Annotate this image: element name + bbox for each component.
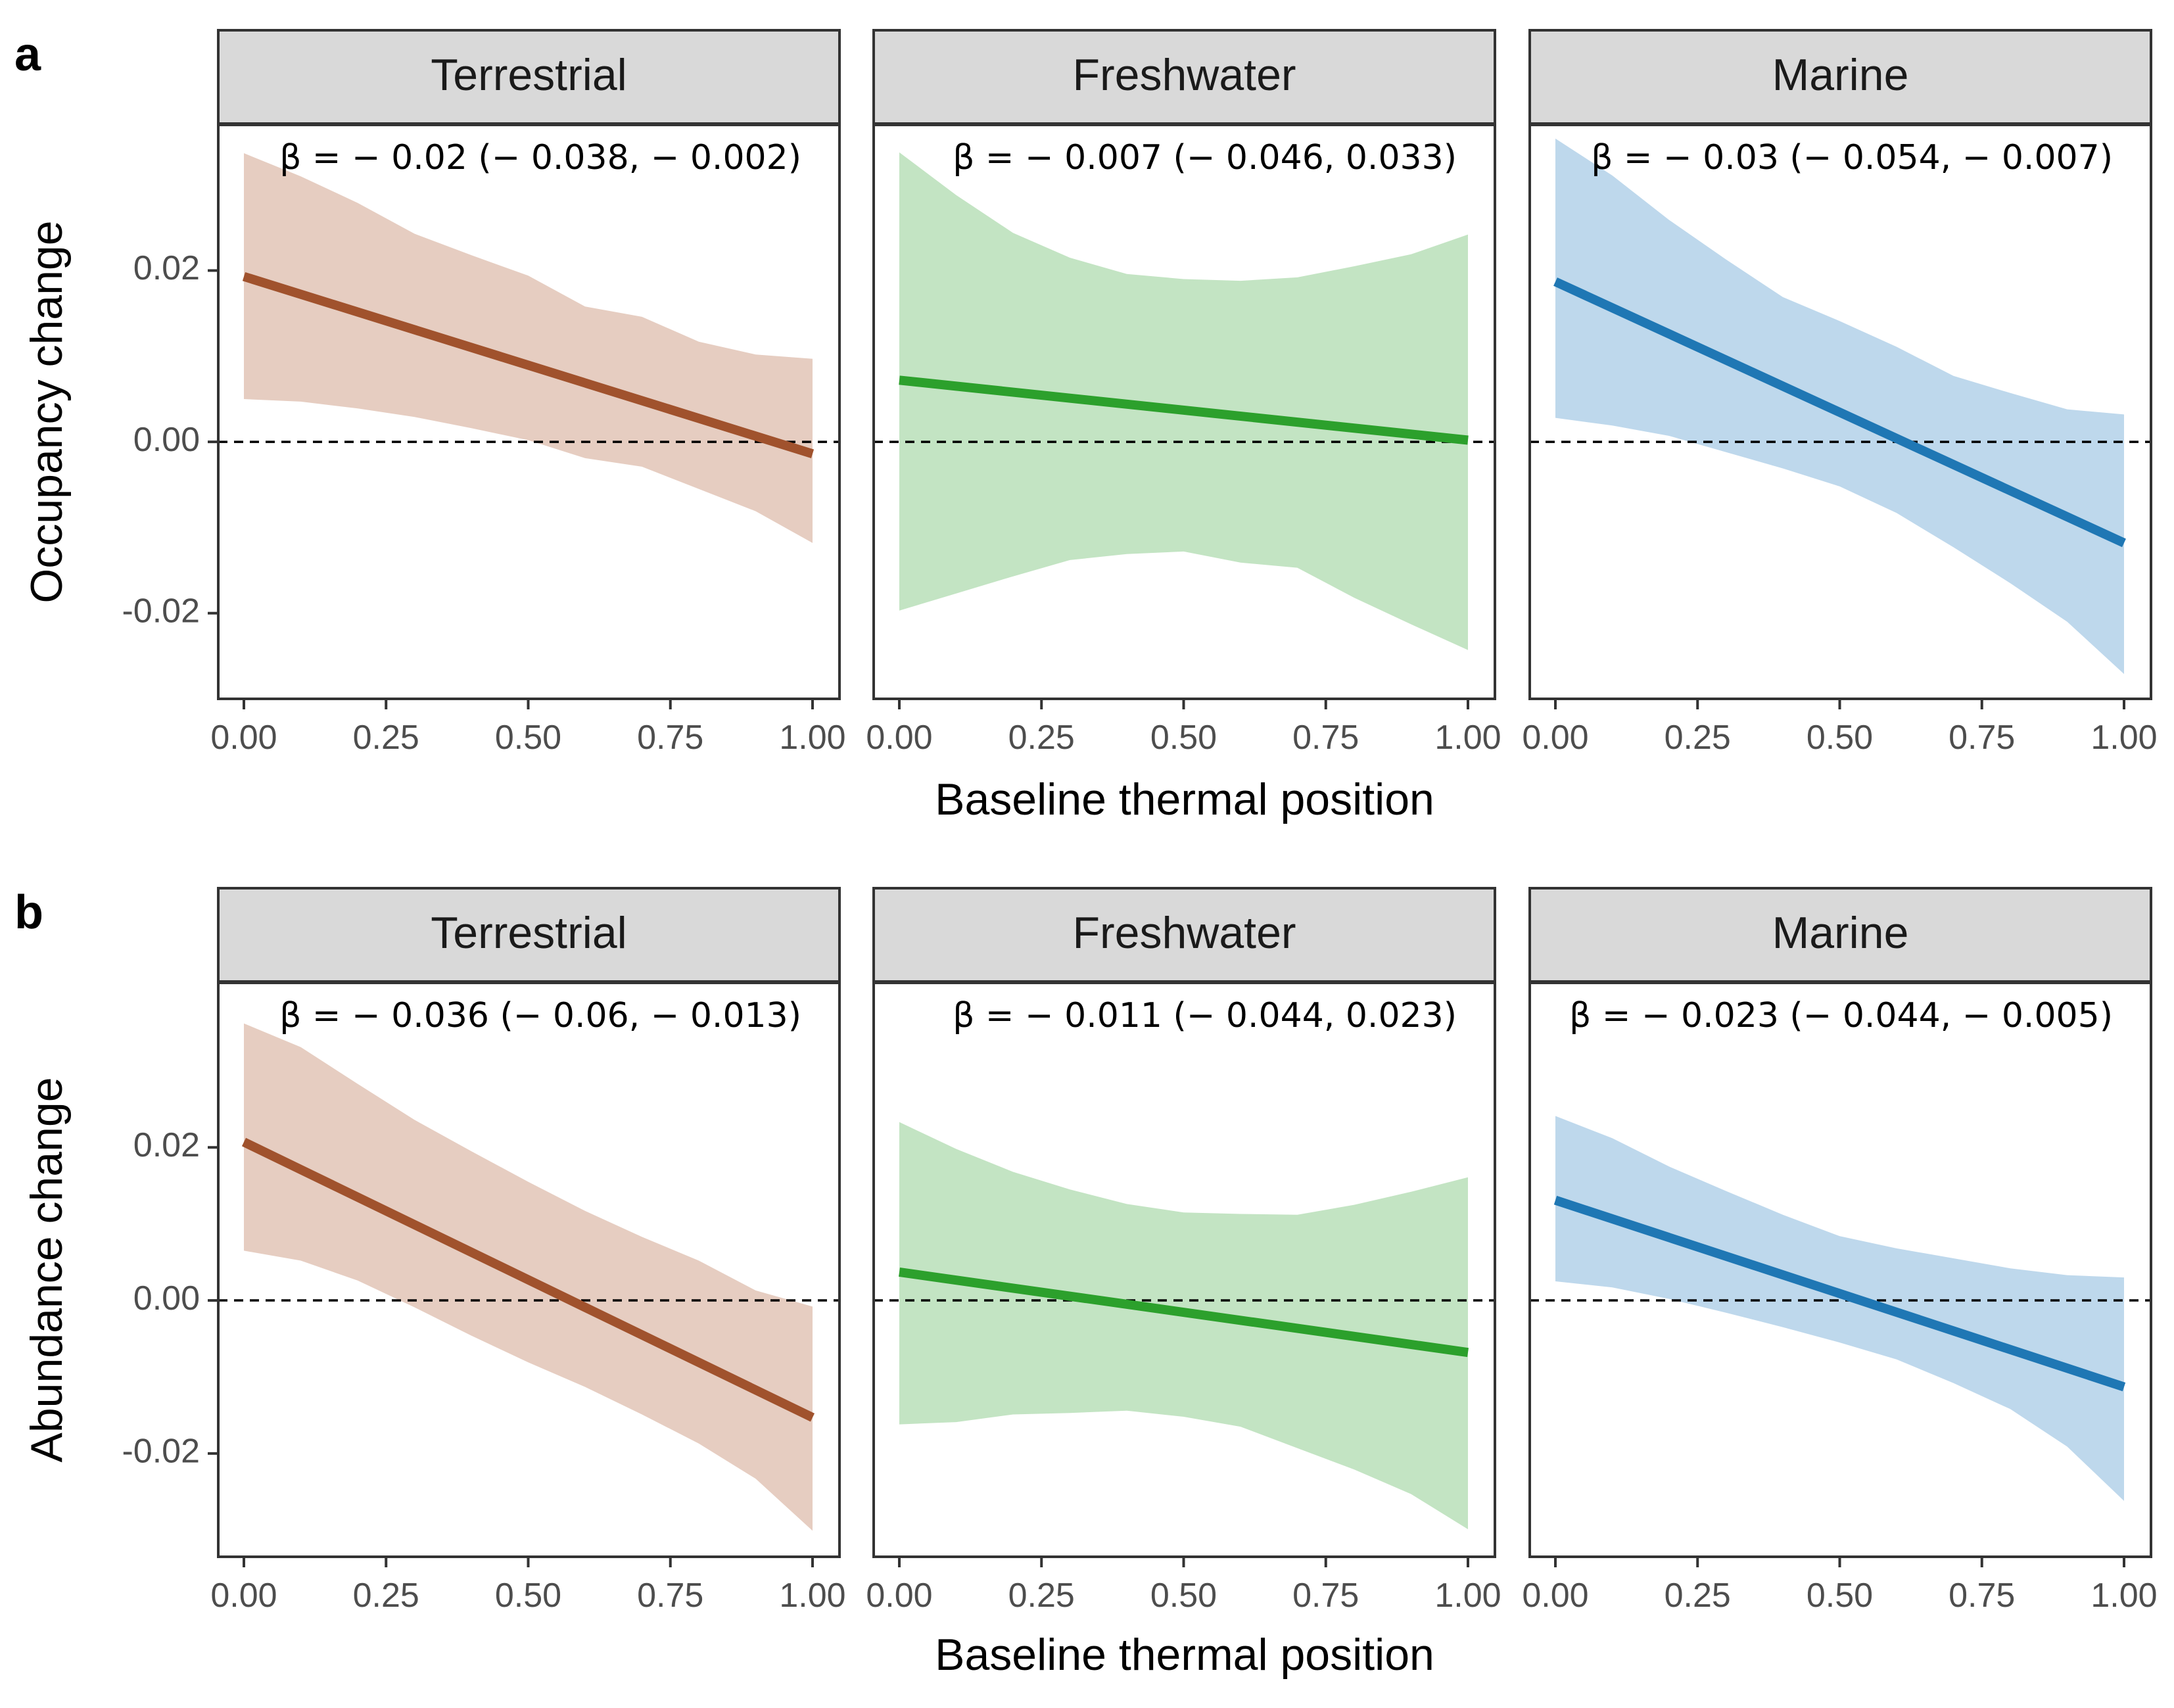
facet-freshwater: Freshwater β = − 0.007 (− 0.046, 0.033) 0.… bbox=[866, 29, 1501, 757]
beta-annotation: β = − 0.023 (− 0.044, − 0.005) bbox=[1569, 996, 2113, 1035]
x-tick-label: 0.75 bbox=[1292, 1577, 1359, 1615]
facet-strip bbox=[1528, 887, 2152, 983]
x-tick-label: 0.00 bbox=[1522, 719, 1588, 757]
fitted-line bbox=[899, 1268, 1469, 1358]
x-tick-label: 0.50 bbox=[1807, 719, 1873, 757]
confidence-band bbox=[1555, 138, 2124, 675]
facet-marine: Marine β = − 0.023 (− 0.044, − 0.005) 0.00… bbox=[1522, 887, 2158, 1615]
beta-annotation: β = − 0.03 (− 0.054, − 0.007) bbox=[1591, 138, 2113, 178]
y-axis-label: Abundance change bbox=[22, 1077, 72, 1462]
beta-annotation: β = − 0.007 (− 0.046, 0.033) bbox=[953, 138, 1457, 178]
x-tick-label: 1.00 bbox=[2091, 1577, 2157, 1615]
facet-terrestrial: Terrestrial β = − 0.036 (− 0.06, − 0.013)… bbox=[122, 887, 846, 1615]
fitted-line bbox=[1553, 277, 2126, 548]
y-tick-label: 0.00 bbox=[133, 1279, 200, 1317]
y-tick-label: -0.02 bbox=[122, 592, 200, 630]
beta-annotation: β = − 0.036 (− 0.06, − 0.013) bbox=[279, 996, 801, 1035]
x-tick-label: 0.50 bbox=[1807, 1577, 1873, 1615]
x-tick-label: 0.75 bbox=[637, 1577, 703, 1615]
facet-strip bbox=[217, 887, 841, 983]
x-tick-label: 0.00 bbox=[210, 719, 277, 757]
x-tick-label: 0.50 bbox=[1150, 719, 1217, 757]
facet-label: Terrestrial bbox=[431, 50, 627, 100]
x-tick-label: 0.00 bbox=[210, 1577, 277, 1615]
x-tick-label: 0.00 bbox=[866, 1577, 932, 1615]
x-tick-label: 0.50 bbox=[495, 719, 561, 757]
x-tick-label: 0.25 bbox=[1665, 719, 1731, 757]
fitted-line bbox=[1553, 1195, 2126, 1392]
facet-terrestrial: Terrestrial β = − 0.02 (− 0.038, − 0.002)… bbox=[122, 29, 846, 757]
x-tick-label: 0.25 bbox=[1008, 719, 1075, 757]
x-tick-label: 1.00 bbox=[1434, 719, 1501, 757]
x-tick-label: 0.00 bbox=[866, 719, 932, 757]
x-tick-label: 0.75 bbox=[637, 719, 703, 757]
panel-row-b: b Abundance change Baseline thermal positi… bbox=[14, 886, 2158, 1680]
x-tick-label: 0.25 bbox=[1008, 1577, 1075, 1615]
facet-strip bbox=[1528, 29, 2152, 125]
confidence-band bbox=[899, 1122, 1468, 1530]
x-tick-label: 0.75 bbox=[1292, 719, 1359, 757]
y-tick-label: 0.02 bbox=[133, 1126, 200, 1164]
fitted-line bbox=[242, 272, 815, 459]
x-tick-label: 0.75 bbox=[1949, 719, 2015, 757]
facet-strip bbox=[872, 29, 1496, 125]
facet-label: Marine bbox=[1772, 50, 1909, 100]
x-tick-label: 0.50 bbox=[495, 1577, 561, 1615]
facet-marine: Marine β = − 0.03 (− 0.054, − 0.007) 0.00 0… bbox=[1522, 29, 2158, 757]
x-tick-label: 0.50 bbox=[1150, 1577, 1217, 1615]
fitted-line bbox=[241, 1137, 815, 1422]
beta-annotation: β = − 0.011 (− 0.044, 0.023) bbox=[953, 996, 1457, 1035]
beta-annotation: β = − 0.02 (− 0.038, − 0.002) bbox=[279, 138, 801, 178]
x-axis-label: Baseline thermal position bbox=[935, 774, 1434, 824]
facet-label: Terrestrial bbox=[431, 908, 627, 958]
confidence-band bbox=[1555, 1116, 2124, 1501]
x-tick-label: 1.00 bbox=[1434, 1577, 1501, 1615]
facet-strip bbox=[217, 29, 841, 125]
facet-label: Marine bbox=[1772, 908, 1909, 958]
y-tick-label: -0.02 bbox=[122, 1433, 200, 1471]
x-tick-label: 1.00 bbox=[779, 1577, 845, 1615]
confidence-band bbox=[899, 152, 1468, 650]
facet-strip bbox=[872, 887, 1496, 983]
x-tick-label: 0.25 bbox=[353, 1577, 419, 1615]
fitted-line bbox=[899, 375, 1469, 445]
x-tick-label: 1.00 bbox=[779, 719, 845, 757]
facet-label: Freshwater bbox=[1072, 908, 1296, 958]
x-tick-label: 1.00 bbox=[2091, 719, 2157, 757]
x-tick-label: 0.25 bbox=[1665, 1577, 1731, 1615]
panel-row-a: a Occupancy change Baseline thermal positi… bbox=[14, 28, 2158, 824]
x-tick-label: 0.25 bbox=[353, 719, 419, 757]
x-tick-label: 0.00 bbox=[1522, 1577, 1588, 1615]
facet-label: Freshwater bbox=[1072, 50, 1296, 100]
y-tick-label: 0.02 bbox=[133, 249, 200, 287]
facet-freshwater: Freshwater β = − 0.011 (− 0.044, 0.023) 0.… bbox=[866, 887, 1501, 1615]
confidence-band bbox=[244, 153, 813, 543]
x-axis-label: Baseline thermal position bbox=[935, 1630, 1434, 1680]
y-tick-label: 0.00 bbox=[133, 421, 200, 459]
panel-letter: a bbox=[14, 28, 41, 81]
y-axis-label: Occupancy change bbox=[22, 220, 72, 603]
x-tick-label: 0.75 bbox=[1949, 1577, 2015, 1615]
panel-letter: b bbox=[14, 886, 43, 939]
